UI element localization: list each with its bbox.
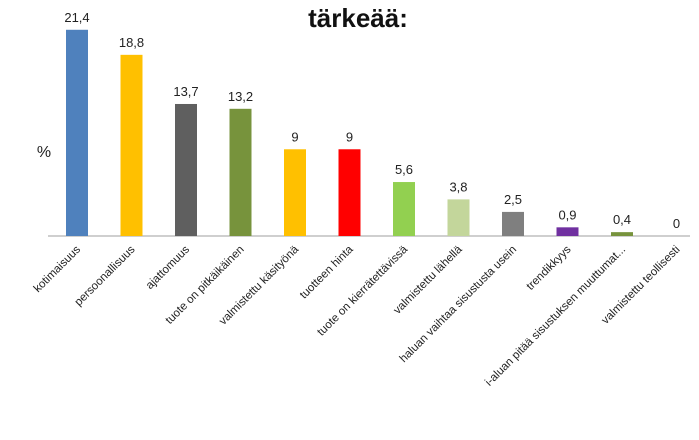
bar-8 [447,199,470,236]
x-tick-label-3: ajattomuus [144,243,192,291]
bar-10 [556,227,579,236]
bar-11 [611,232,633,236]
data-label-2: 18,8 [119,35,144,50]
bars-group [66,29,633,237]
data-label-3: 13,7 [173,84,198,99]
bar-3 [175,103,197,237]
chart-title: tärkeää: [308,3,408,33]
bar-7 [393,182,415,236]
bar-4 [229,108,252,236]
data-label-5: 9 [291,129,298,144]
data-label-6: 9 [346,129,353,144]
bar-9 [502,211,524,236]
x-tick-label-7: tuote on kierrätettävissä [315,243,410,338]
x-tick-label-1: kotimaisuus [32,243,84,295]
data-labels-group: 21,4 18,8 13,7 13,2 9 9 5,6 3,8 2,5 0,9 0,4 0 [64,10,680,231]
x-tick-label-10: trendikkyys [524,243,573,292]
data-label-4: 13,2 [228,89,253,104]
data-label-9: 2,5 [504,192,522,207]
bar-2 [120,54,143,236]
bar-6 [338,149,361,236]
data-label-8: 3,8 [449,179,467,194]
x-tick-label-2: persoonallisuus [73,243,138,308]
x-tick-label-6: tuotteen hinta [298,243,356,301]
bar-5 [284,149,306,236]
data-label-11: 0,4 [613,212,631,227]
data-label-1: 21,4 [64,10,89,25]
data-label-10: 0,9 [558,207,576,222]
x-tick-label-9: haluan vaihtaa sisustusta usein [398,244,520,366]
y-axis-label: % [37,144,51,161]
data-label-7: 5,6 [395,162,413,177]
bar-1 [66,29,88,237]
data-label-12: 0 [673,216,680,231]
